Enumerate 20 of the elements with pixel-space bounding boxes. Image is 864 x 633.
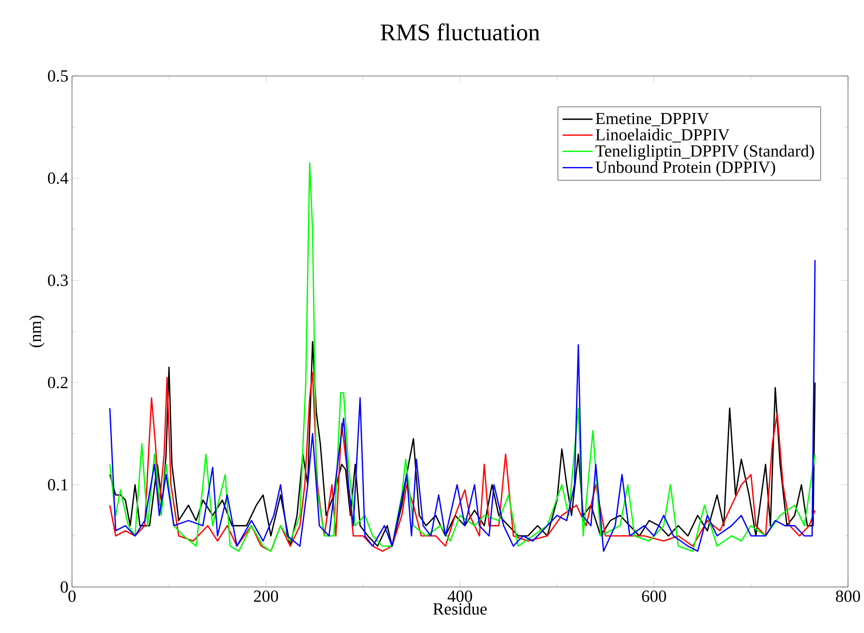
- x-tick-label: 600: [642, 590, 666, 602]
- x-axis-title: Residue: [433, 602, 487, 615]
- y-tick-label: 0.4: [48, 172, 68, 184]
- y-tick-label: 0.3: [48, 274, 68, 286]
- y-tick-label: 0.2: [48, 376, 68, 388]
- x-tick-label: 0: [68, 590, 76, 602]
- legend-label: Linoelaidic_DPPIV: [596, 128, 730, 142]
- y-tick-label: 0.5: [48, 70, 68, 82]
- chart-title: RMS fluctuation: [380, 23, 540, 40]
- legend-label: Emetine_DPPIV: [596, 112, 709, 126]
- x-tick-label: 200: [254, 590, 278, 602]
- y-tick-label: 0: [60, 581, 68, 593]
- legend-label: Unbound Protein (DPPIV): [596, 161, 776, 176]
- x-tick-label: 800: [836, 590, 860, 602]
- line-series: [109, 341, 816, 547]
- x-tick-label: 400: [448, 590, 472, 602]
- y-tick-label: 0.1: [48, 479, 68, 491]
- y-axis-title: (nm): [29, 316, 44, 348]
- legend-label: Teneligliptin_DPPIV (Standard): [596, 144, 814, 160]
- line-series: [109, 259, 816, 552]
